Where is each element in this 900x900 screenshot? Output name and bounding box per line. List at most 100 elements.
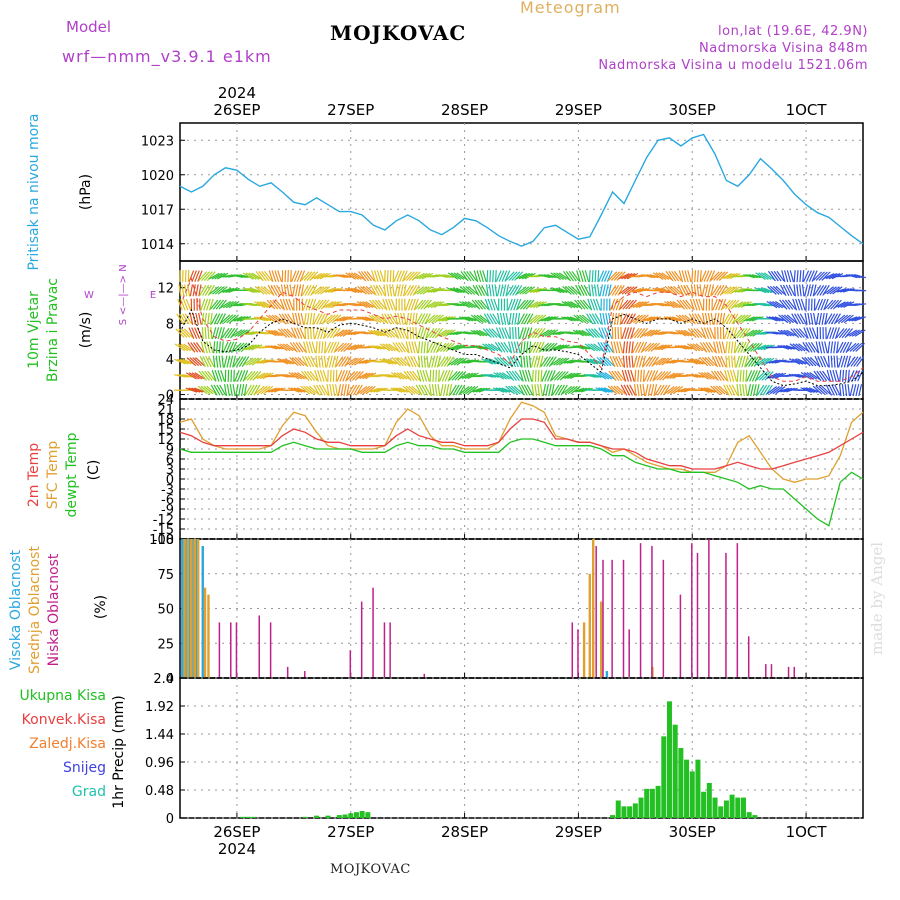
wind-barb <box>680 345 693 350</box>
wind-barb <box>596 356 606 367</box>
wind-barb <box>812 271 823 281</box>
wind-barb <box>447 370 454 382</box>
wind-barb <box>539 355 544 368</box>
wind-barb <box>780 284 787 297</box>
wind-barb <box>802 341 810 353</box>
wind-barb <box>530 314 541 324</box>
wind-barb <box>546 356 554 367</box>
wind-ylabel: Brzina i Pravac <box>45 278 61 382</box>
wind-barb <box>553 272 564 280</box>
wind-barb <box>227 327 236 339</box>
wind-barb <box>414 299 424 310</box>
wind-barb <box>405 385 416 395</box>
wind-barb <box>498 327 505 339</box>
wind-barb <box>371 270 376 283</box>
wind-barb <box>529 341 537 354</box>
wind-barb <box>693 284 697 297</box>
wind-barb <box>204 370 213 381</box>
wind-barb <box>311 298 317 311</box>
temperature-ytick-label: -9 <box>161 503 174 518</box>
wind-barb <box>313 313 320 325</box>
wind-barb <box>803 270 810 282</box>
wind-barb <box>221 327 230 339</box>
cloud-low-bar <box>662 559 665 678</box>
cloud-mid-bar <box>203 587 207 678</box>
wind-barb <box>757 287 770 294</box>
wind-barb <box>719 285 728 296</box>
wind-barb <box>303 271 313 281</box>
wind-barb <box>223 314 234 324</box>
wind-barb <box>723 272 735 280</box>
wind-barb <box>388 343 399 352</box>
wind-barb <box>266 299 276 310</box>
wind-barb <box>192 357 202 367</box>
wind-barb <box>396 327 403 339</box>
wind-barb <box>462 285 473 295</box>
wind-barb <box>197 385 208 395</box>
wind-barb <box>303 341 308 354</box>
wind-barb <box>613 271 623 281</box>
wind-barb <box>770 270 779 282</box>
wind-barb <box>523 313 531 325</box>
wind-barb <box>220 369 226 382</box>
wind-barb <box>482 343 493 352</box>
wind-barb <box>257 385 268 395</box>
precip-total-bar <box>638 797 644 818</box>
wind-barb <box>223 355 228 368</box>
wind-barb <box>190 342 199 353</box>
wind-barb <box>616 341 621 354</box>
wind-barb <box>220 327 225 340</box>
wind-barb <box>398 342 406 353</box>
wind-barb <box>316 313 323 325</box>
temperature-ytick-label: 0 <box>166 473 174 488</box>
wind-barb <box>511 271 521 281</box>
wind-barb <box>198 284 202 297</box>
wind-barb <box>522 299 532 310</box>
wind-barb <box>349 371 359 381</box>
wind-barb <box>212 299 222 310</box>
wind-barb <box>369 299 378 310</box>
wind-barb <box>750 342 760 352</box>
wind-barb <box>681 314 692 324</box>
wind-barb <box>729 286 741 295</box>
wind-barb <box>202 355 209 368</box>
cloud-mid-bar <box>186 539 190 678</box>
wind-barb <box>424 287 437 293</box>
wind-barb <box>410 355 417 368</box>
precip-total-bar <box>718 806 724 818</box>
wind-barb <box>188 387 201 393</box>
wind-barb <box>453 287 465 294</box>
wind-barb <box>527 327 533 340</box>
wind-barb <box>838 314 849 324</box>
wind-barb <box>379 343 391 352</box>
wind-barb <box>437 384 441 397</box>
cloud-low-bar <box>304 671 306 678</box>
wind-barb <box>463 270 472 282</box>
wind-barb <box>235 356 244 367</box>
wind-barb <box>291 312 296 325</box>
wind-barb <box>404 355 411 368</box>
cloud-low-bar <box>423 673 426 678</box>
wind-barb <box>716 271 726 281</box>
wind-barb <box>494 284 498 297</box>
wind-barb <box>356 316 369 322</box>
wind-barb <box>242 370 249 382</box>
wind-barb <box>219 287 232 293</box>
wind-barb <box>843 314 854 324</box>
wind-barb <box>186 357 197 367</box>
wind-barb <box>812 284 817 297</box>
wind-barb <box>512 284 520 296</box>
wind-barb <box>379 358 391 365</box>
wind-barb <box>460 270 469 282</box>
wind-barb <box>385 343 396 352</box>
wind-barb <box>792 298 798 311</box>
wind-barb <box>191 327 198 339</box>
wind-barb <box>282 298 288 311</box>
wind-barb <box>784 314 794 324</box>
wind-barb <box>632 287 645 293</box>
wind-barb <box>794 313 802 325</box>
wind-barb <box>615 355 622 368</box>
wind-barb <box>393 327 400 339</box>
wind-barb <box>476 270 482 283</box>
wind-barb <box>538 341 545 354</box>
